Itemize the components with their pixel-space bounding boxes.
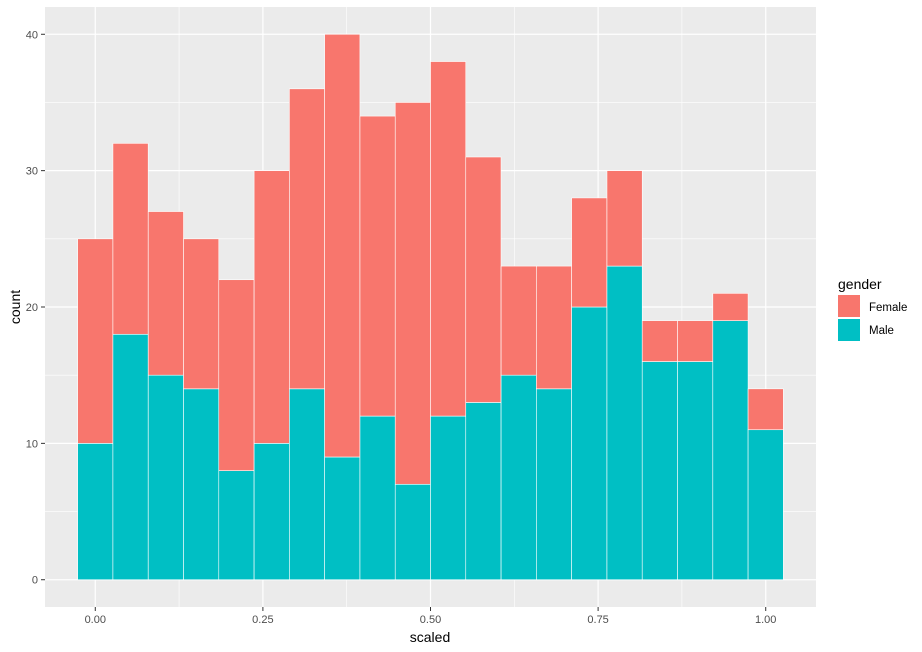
bar-female [394, 102, 431, 485]
bar-male [253, 443, 290, 581]
bar-female [253, 170, 290, 444]
bar-female [606, 170, 643, 267]
bar-female [571, 197, 608, 308]
y-tick-label: 10 [26, 438, 38, 450]
bar-male [536, 388, 572, 581]
y-axis-title: count [7, 290, 23, 324]
bar-female [77, 238, 114, 444]
x-axis-title: scaled [410, 629, 450, 645]
bar-male [677, 361, 714, 581]
x-tick-label: 0.75 [587, 614, 608, 626]
bar-male [183, 388, 220, 581]
legend-key-female [838, 295, 860, 317]
bar-male [112, 333, 149, 581]
bar-female [112, 143, 149, 335]
bar-female [289, 88, 325, 390]
legend-key-male [838, 319, 860, 341]
x-tick-label: 0.00 [85, 614, 106, 626]
bar-female [747, 388, 784, 431]
bar-male [289, 388, 325, 581]
bar-female [147, 211, 184, 376]
bar-female [430, 61, 467, 417]
x-tick-label: 0.50 [420, 614, 441, 626]
legend-label-female: Female [869, 302, 907, 314]
bar-female [677, 320, 714, 362]
x-tick-label: 0.25 [252, 614, 273, 626]
y-tick-label: 30 [26, 166, 38, 178]
bar-female [465, 156, 502, 403]
y-tick-label: 0 [32, 575, 38, 587]
y-tick-label: 20 [26, 302, 38, 314]
bar-female [536, 265, 572, 390]
y-axis: 0 10 20 30 40 [26, 29, 45, 587]
bar-male [465, 402, 502, 581]
bar-male [147, 374, 184, 581]
bar-female [641, 320, 678, 362]
bar-female [712, 293, 749, 321]
bar-female [500, 265, 537, 376]
bar-male [571, 306, 608, 581]
bar-male [712, 320, 749, 581]
x-axis: 0.00 0.25 0.50 0.75 1.00 [85, 607, 776, 626]
y-tick-label: 40 [26, 29, 38, 41]
legend-label-male: Male [869, 325, 894, 337]
bar-male [324, 456, 361, 581]
bar-male [218, 470, 255, 581]
bar-male [359, 415, 396, 581]
bars [77, 33, 784, 581]
bar-male [77, 443, 114, 581]
x-tick-label: 1.00 [755, 614, 776, 626]
bar-male [606, 265, 643, 581]
bar-female [359, 115, 396, 417]
bar-female [324, 33, 361, 458]
bar-male [394, 483, 431, 581]
bar-male [641, 361, 678, 581]
bar-male [430, 415, 467, 581]
legend: gender Female Male [838, 276, 907, 341]
legend-title: gender [838, 276, 882, 292]
bar-male [747, 429, 784, 581]
bar-female [218, 279, 255, 471]
bar-female [183, 238, 220, 390]
bar-male [500, 374, 537, 581]
